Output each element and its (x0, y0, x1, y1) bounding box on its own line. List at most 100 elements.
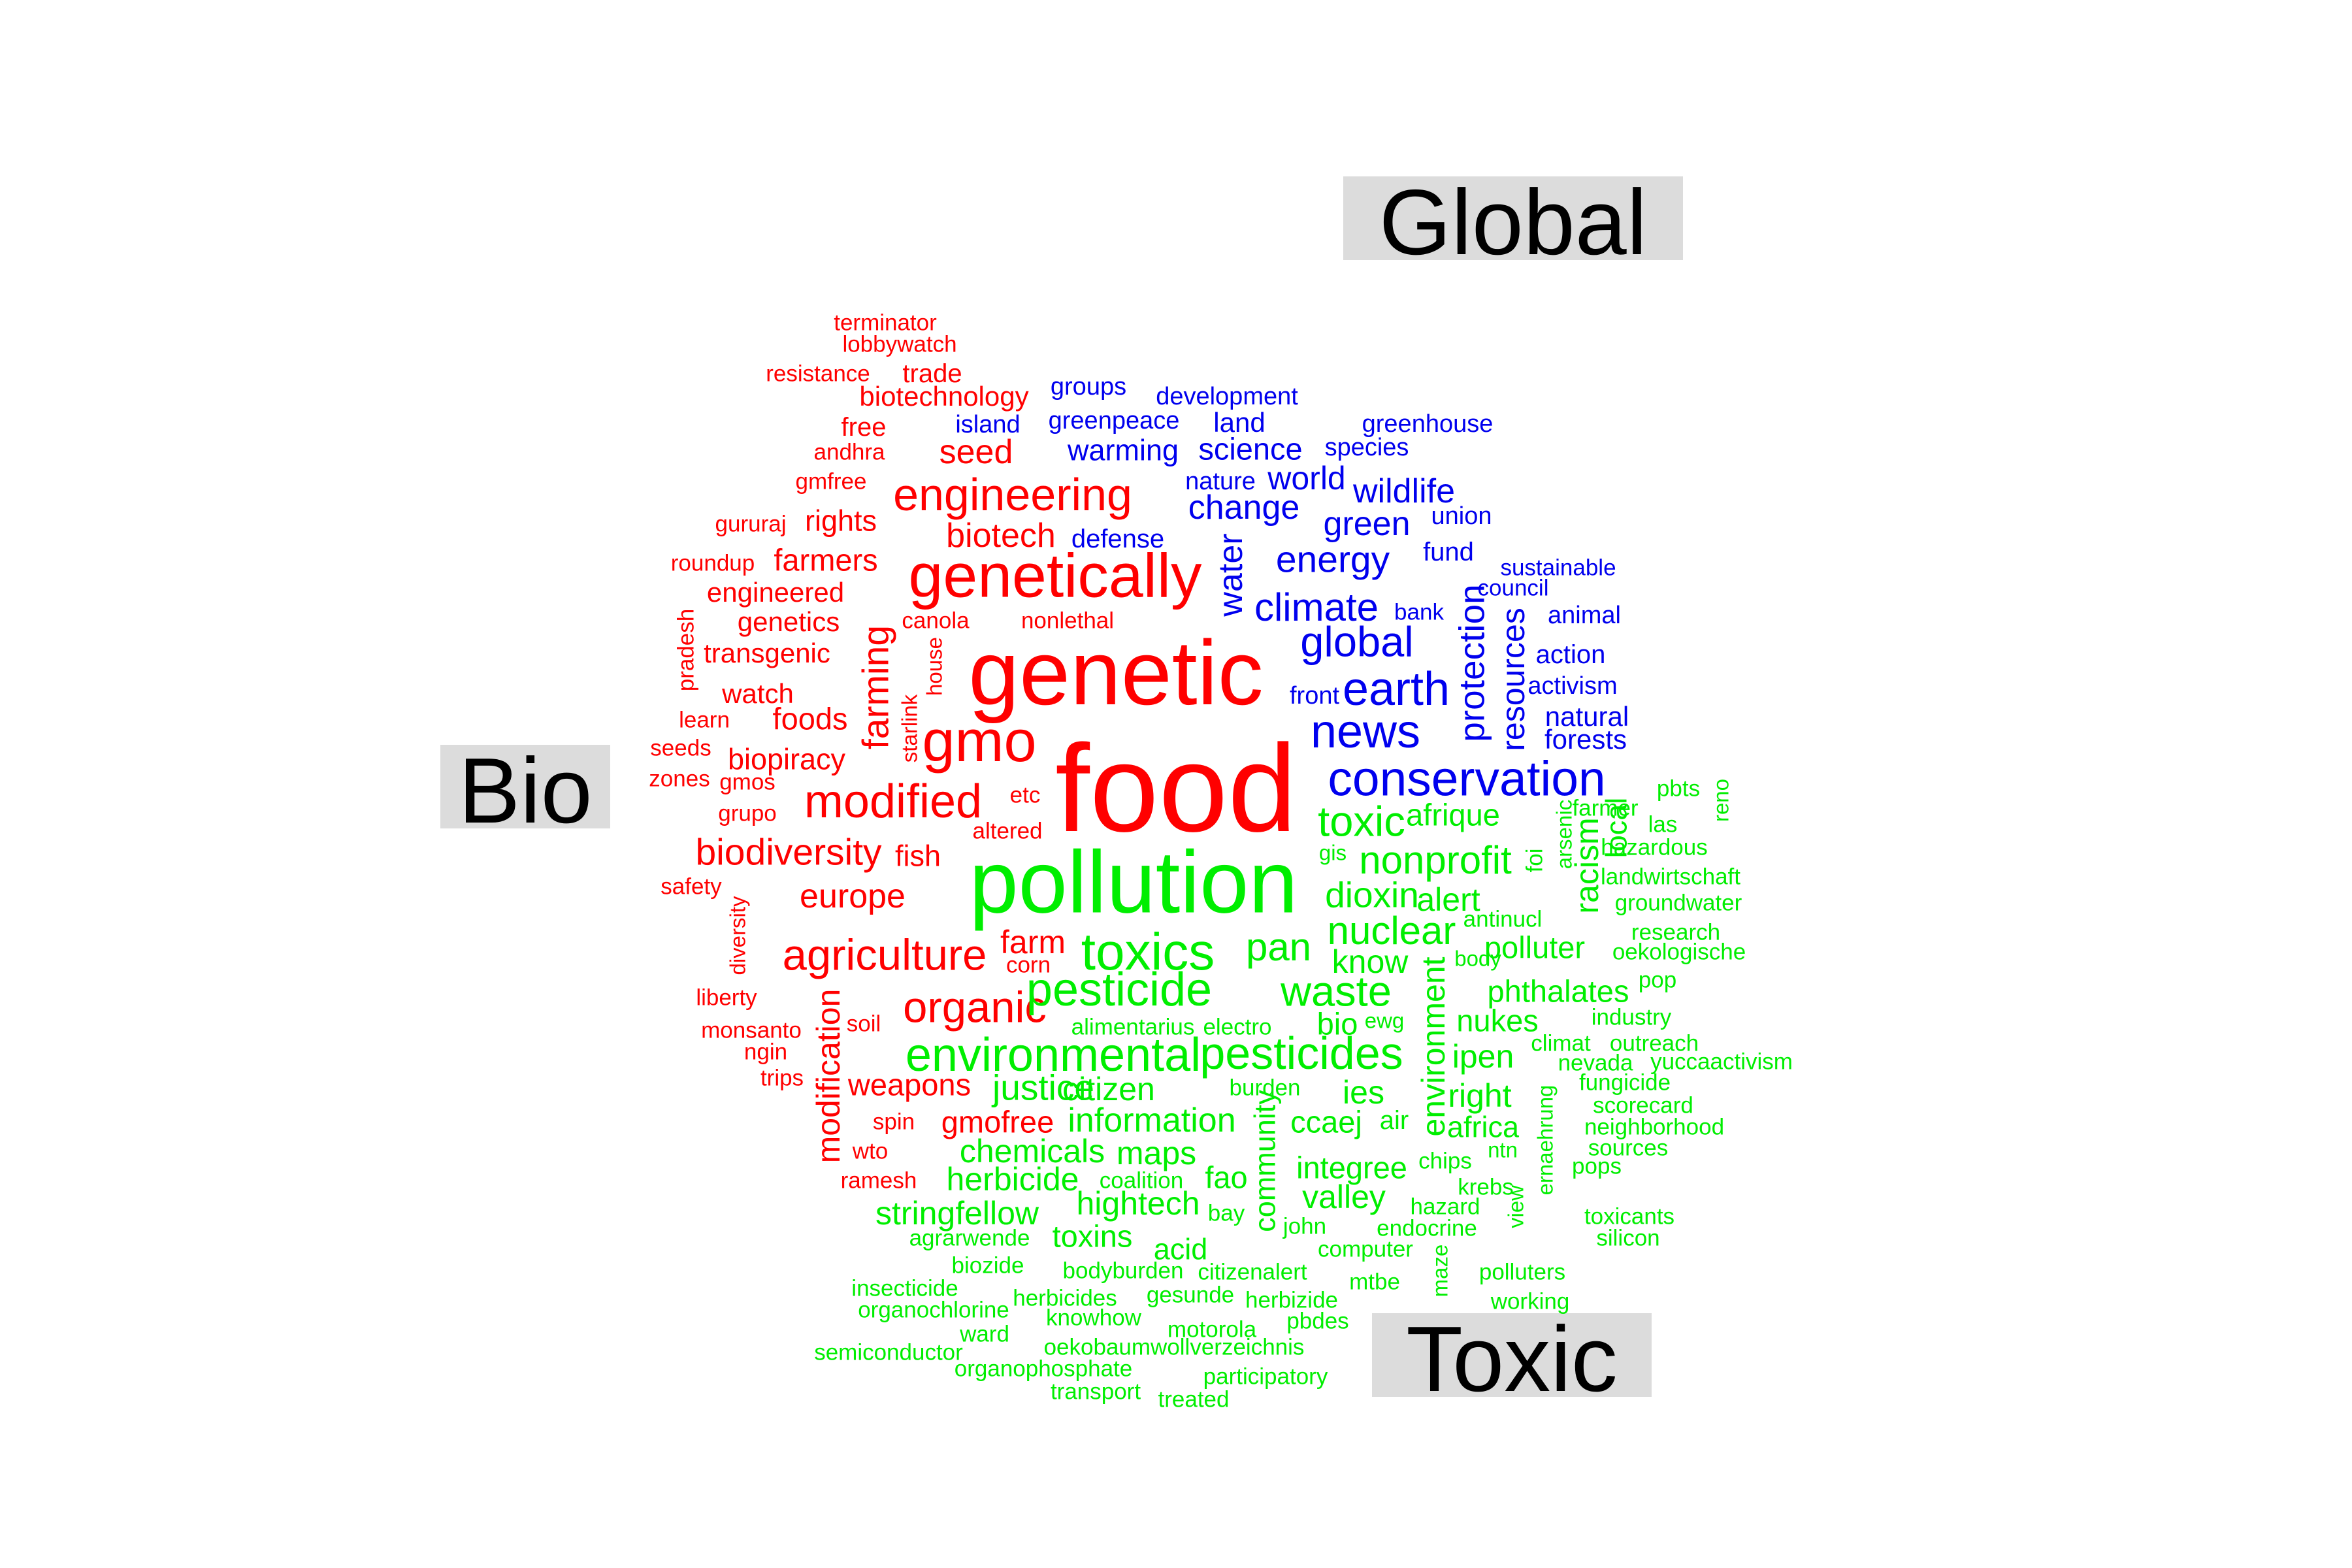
word-industry: industry (1591, 1004, 1672, 1030)
word-house: house (922, 637, 947, 696)
word-wildlife: wildlife (1352, 472, 1456, 510)
word-treated: treated (1158, 1386, 1230, 1413)
word-biotech: biotech (946, 517, 1056, 555)
word-species: species (1324, 434, 1409, 461)
word-seeds: seeds (650, 735, 711, 761)
word-council: council (1477, 575, 1549, 601)
word-trips: trips (760, 1065, 804, 1091)
word-monsanto: monsanto (701, 1017, 802, 1043)
word-burden: burden (1229, 1075, 1301, 1101)
word-farmer: farmer (1572, 795, 1639, 821)
word-foods: foods (772, 701, 848, 736)
word-resources: resources (1495, 608, 1531, 751)
word-endocrine: endocrine (1377, 1215, 1477, 1241)
word-dioxin: dioxin (1325, 874, 1419, 915)
word-community: community (1248, 1090, 1282, 1232)
word-john: john (1282, 1213, 1327, 1239)
word-gis: gis (1318, 840, 1347, 865)
word-union: union (1431, 502, 1492, 530)
word-toxicants: toxicants (1584, 1203, 1675, 1230)
word-insecticide: insecticide (851, 1275, 958, 1301)
word-antinucl: antinucl (1463, 906, 1543, 932)
word-ward: ward (960, 1321, 1009, 1347)
word-sustainable: sustainable (1500, 555, 1616, 581)
word-pan: pan (1245, 925, 1312, 969)
word-herbicide: herbicide (946, 1161, 1079, 1198)
word-air: air (1379, 1106, 1409, 1135)
word-research: research (1631, 919, 1721, 945)
word-stringfellow: stringfellow (875, 1195, 1039, 1232)
word-organochlorine: organochlorine (858, 1297, 1009, 1323)
word-pbdes: pbdes (1286, 1308, 1349, 1334)
word-lobbywatch: lobbywatch (842, 331, 957, 357)
word-gururaj: gururaj (715, 511, 787, 537)
word-nuclear: nuclear (1327, 909, 1456, 953)
word-gmfree: gmfree (795, 468, 867, 495)
word-pesticide: pesticide (1026, 964, 1213, 1016)
word-electro: electro (1203, 1014, 1272, 1040)
word-farmers: farmers (774, 542, 878, 578)
word-outreach: outreach (1609, 1030, 1699, 1056)
word-spin: spin (872, 1109, 915, 1135)
word-island: island (955, 411, 1021, 438)
word-greenpeace: greenpeace (1048, 407, 1180, 434)
word-development: development (1156, 383, 1298, 410)
label-bio-text: Bio (458, 739, 593, 843)
word-bodyburden: bodyburden (1062, 1258, 1184, 1284)
word-fish: fish (894, 839, 941, 873)
word-right: right (1448, 1077, 1512, 1114)
word-ngin: ngin (743, 1039, 788, 1065)
word-ccaej: ccaej (1290, 1104, 1362, 1139)
word-biodiversity: biodiversity (695, 831, 882, 874)
word-green: green (1323, 505, 1411, 543)
word-acid: acid (1153, 1232, 1208, 1266)
word-ntn: ntn (1488, 1137, 1518, 1162)
word-science: science (1198, 431, 1303, 466)
word-oekologische: oekologische (1612, 939, 1746, 965)
word-fao: fao (1205, 1160, 1248, 1195)
word-working: working (1490, 1288, 1570, 1315)
word-polluters: polluters (1478, 1259, 1566, 1285)
word-modification: modification (810, 988, 847, 1164)
word-know: know (1331, 943, 1409, 980)
word-forests: forests (1544, 724, 1627, 755)
word-watch: watch (722, 678, 794, 709)
word-hazardous: hazardous (1601, 834, 1708, 860)
word-nonprofit: nonprofit (1359, 838, 1512, 882)
word-fund: fund (1423, 538, 1474, 566)
word-engineered: engineered (706, 577, 845, 608)
word-zones: zones (649, 766, 710, 792)
word-ipen: ipen (1452, 1038, 1514, 1075)
word-afrique: afrique (1406, 797, 1500, 832)
word-news: news (1310, 706, 1421, 758)
word-genetically: genetically (908, 541, 1202, 611)
word-trade: trade (902, 359, 962, 388)
word-starlink: starlink (897, 694, 922, 763)
word-gesunde: gesunde (1146, 1282, 1235, 1308)
word-corn: corn (1005, 952, 1051, 978)
word-nonlethal: nonlethal (1021, 608, 1115, 634)
word-ernaehrung: ernaehrung (1533, 1085, 1558, 1196)
word-resistance: resistance (766, 361, 870, 387)
word-seed: seed (939, 433, 1013, 471)
word-nevada: nevada (1558, 1050, 1633, 1076)
word-citizen: citizen (1062, 1071, 1155, 1107)
word-pesticides: pesticides (1200, 1028, 1403, 1079)
word-nukes: nukes (1456, 1003, 1539, 1038)
word-natural: natural (1544, 701, 1629, 732)
word-racism: racism (1569, 817, 1605, 914)
word-roundup: roundup (670, 550, 755, 576)
word-silicon: silicon (1596, 1225, 1660, 1251)
word-gmos: gmos (719, 769, 776, 795)
word-conservation: conservation (1328, 751, 1606, 806)
word-coalition: coalition (1099, 1168, 1184, 1194)
word-etc: etc (1009, 782, 1041, 808)
word-organic: organic (903, 983, 1047, 1032)
word-computer: computer (1318, 1236, 1413, 1262)
word-global: global (1300, 617, 1414, 666)
word-chemicals: chemicals (959, 1133, 1105, 1169)
word-participatory: participatory (1203, 1364, 1328, 1390)
word-genetics: genetics (737, 606, 840, 637)
word-safety: safety (661, 874, 722, 900)
word-pradesh: pradesh (673, 608, 699, 692)
